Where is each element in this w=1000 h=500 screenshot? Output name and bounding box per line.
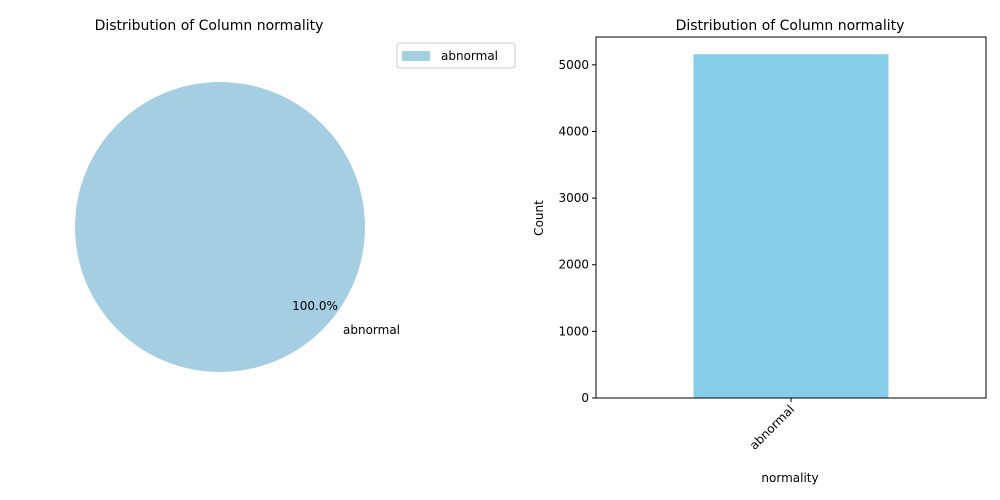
legend-swatch	[402, 51, 430, 61]
legend-box	[396, 42, 516, 69]
pie-chart: Distribution of Column normality 100.0% …	[75, 18, 516, 372]
y-tick-label: 4000	[558, 124, 589, 138]
x-axis: abnormal	[747, 398, 797, 452]
pie-percent-label: 100.0%	[292, 299, 338, 313]
x-axis-label: normality	[761, 471, 818, 485]
x-tick-label: abnormal	[747, 402, 797, 452]
bar	[693, 54, 889, 398]
bar-title: Distribution of Column normality	[676, 18, 905, 34]
bar-chart: Distribution of Column normality 0 1000 20…	[532, 18, 987, 485]
y-tick-label: 2000	[558, 258, 589, 272]
pie-legend: abnormal	[396, 42, 516, 69]
bar-series	[693, 54, 889, 398]
pie-title: Distribution of Column normality	[95, 18, 324, 34]
y-tick-label: 0	[581, 391, 589, 405]
legend-entry: abnormal	[441, 49, 498, 63]
pie-slice	[75, 82, 365, 372]
y-tick-label: 5000	[558, 58, 589, 72]
pie-slices	[75, 82, 365, 372]
y-axis: 0 1000 2000 3000 4000 5000	[558, 58, 596, 405]
y-tick-label: 1000	[558, 324, 589, 338]
pie-slice-label: abnormal	[343, 323, 400, 337]
y-tick-label: 3000	[558, 191, 589, 205]
y-axis-label: Count	[532, 200, 546, 236]
